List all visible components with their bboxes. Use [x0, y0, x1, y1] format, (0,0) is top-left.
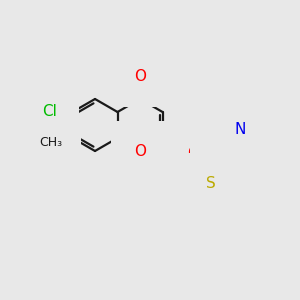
- Text: O: O: [134, 143, 146, 158]
- Text: NH: NH: [194, 105, 214, 118]
- Text: N: N: [213, 116, 225, 131]
- Text: O: O: [134, 69, 146, 84]
- Text: CH₃: CH₃: [39, 136, 62, 148]
- Text: O: O: [188, 146, 200, 160]
- Text: Cl: Cl: [42, 104, 56, 119]
- Text: S: S: [206, 176, 216, 191]
- Text: N: N: [234, 122, 246, 137]
